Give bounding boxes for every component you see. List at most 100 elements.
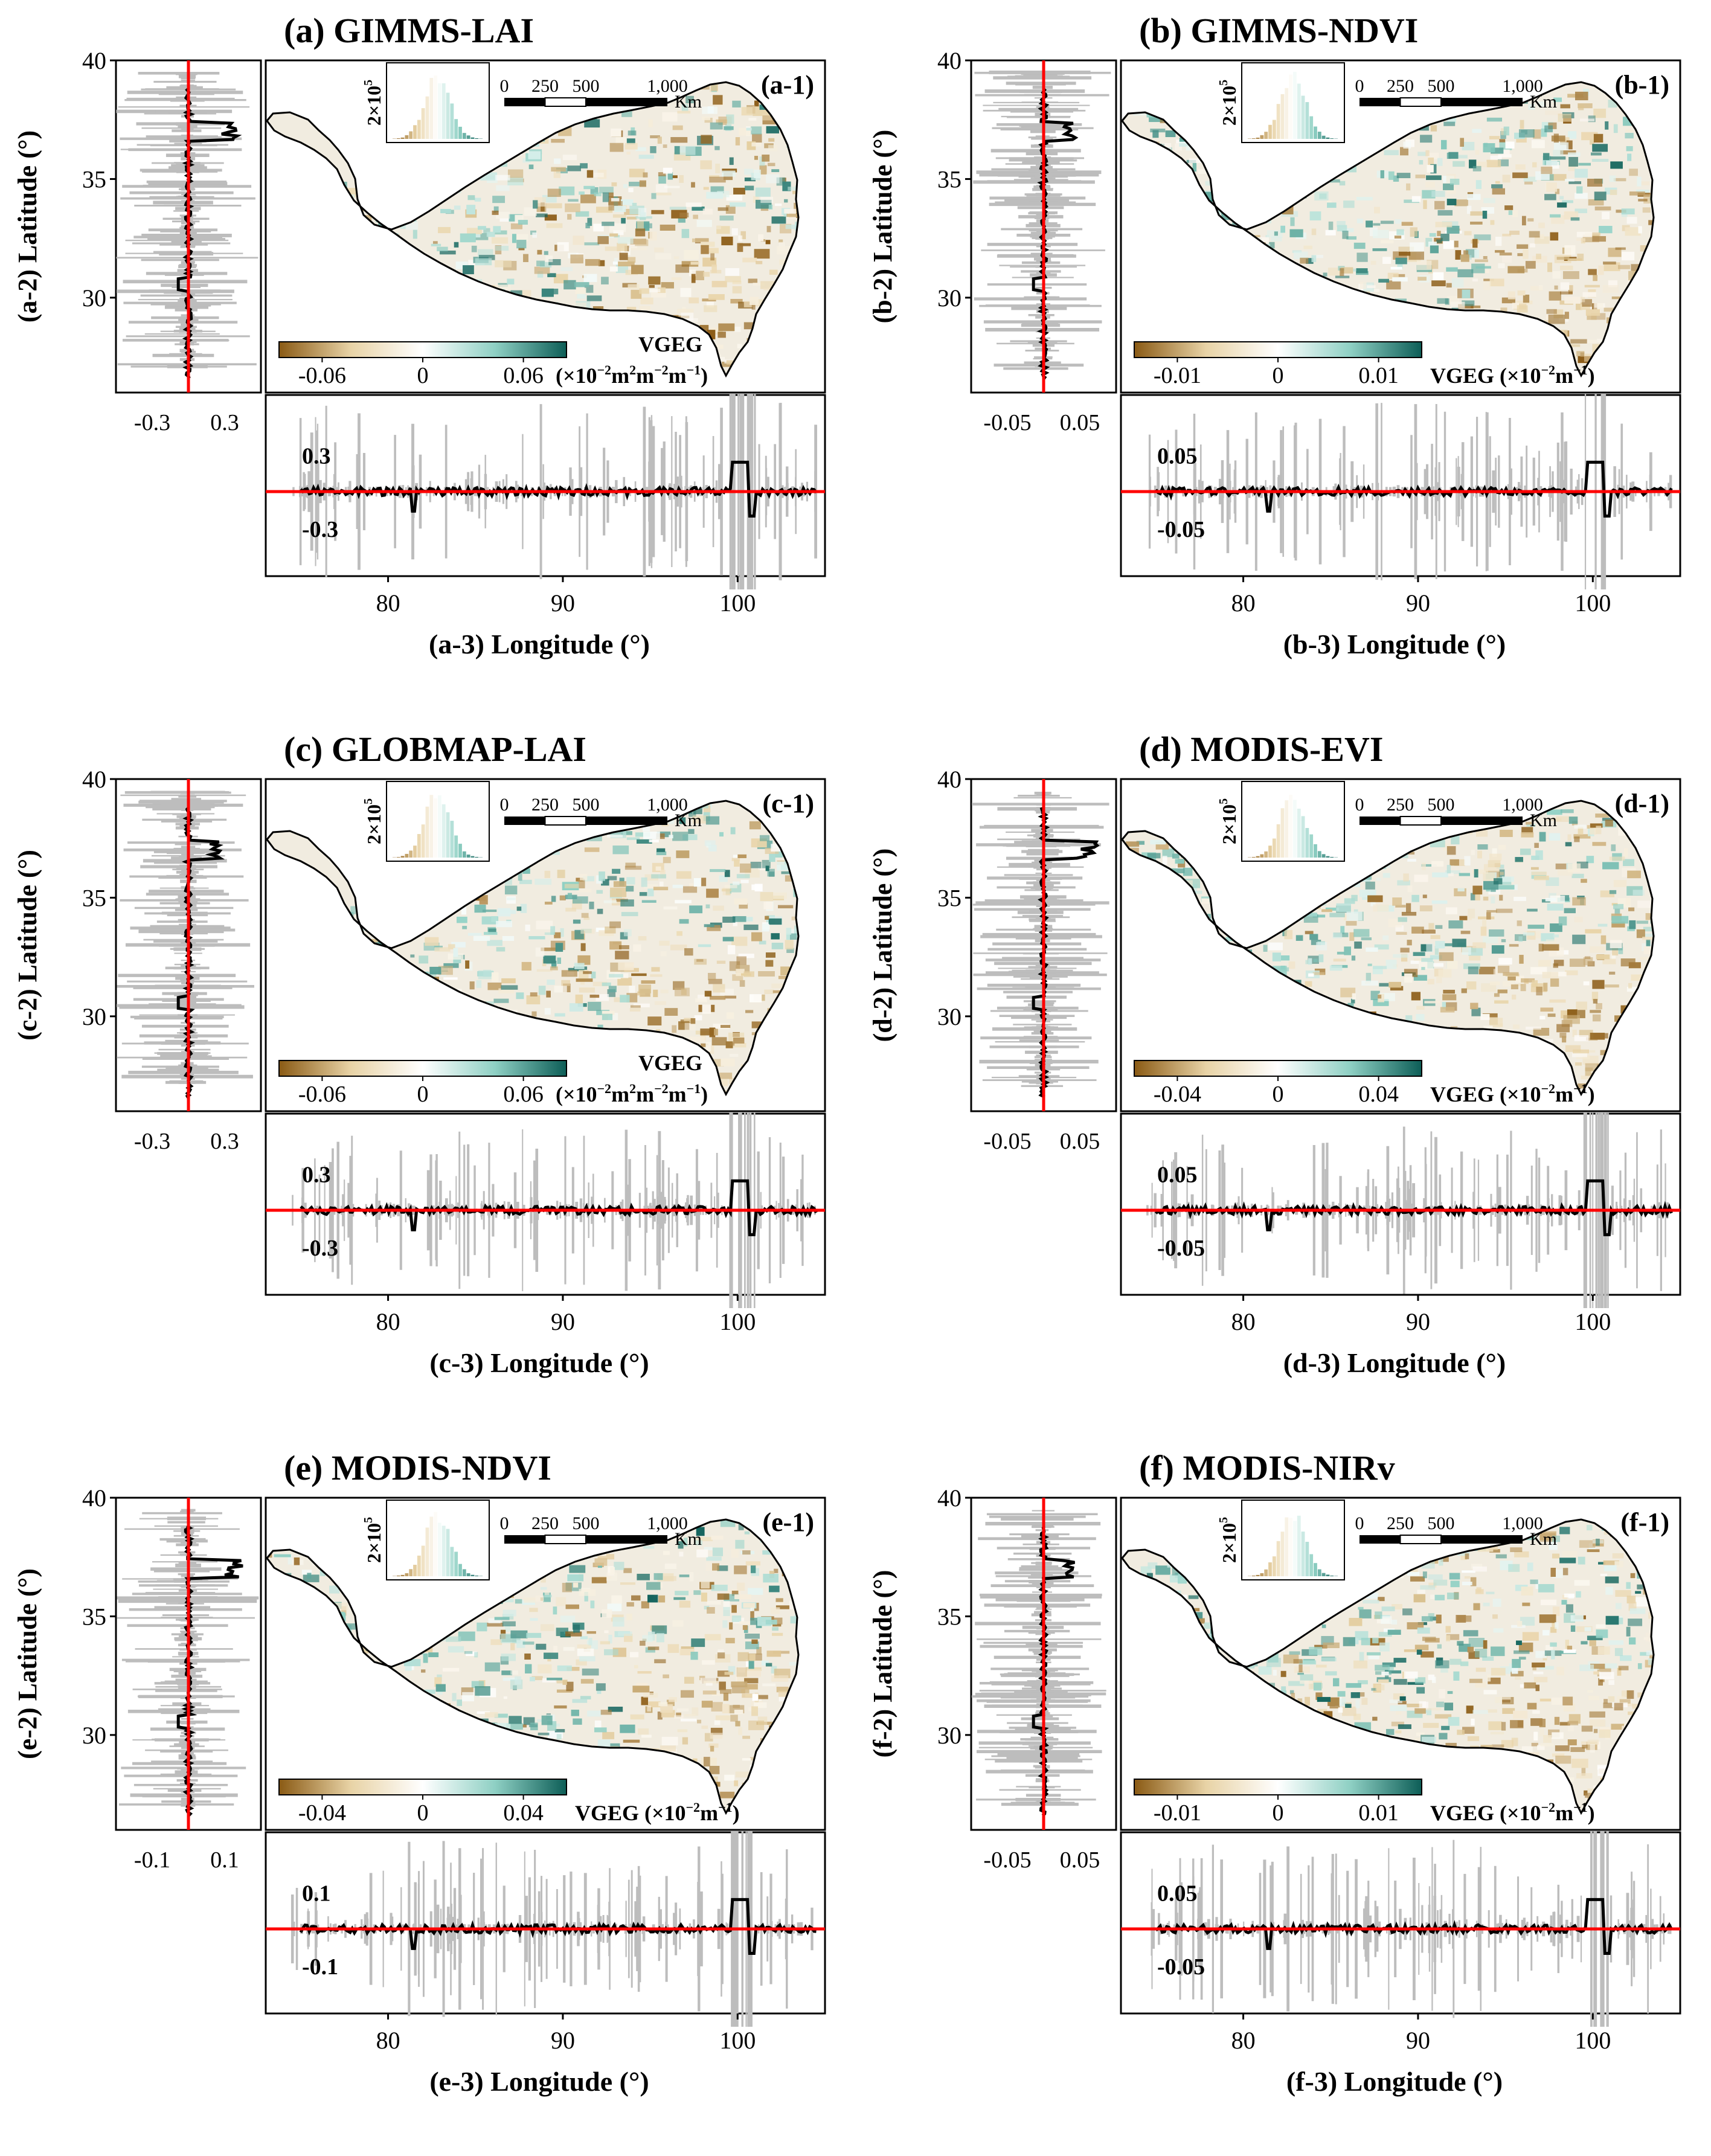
map-pixel: [601, 277, 609, 284]
map-pixel: [1591, 992, 1599, 1001]
panel-title: (a) GIMMS-LAI: [284, 11, 534, 50]
map-pixel: [471, 245, 477, 252]
map-pixel: [1553, 960, 1564, 966]
unit-part: (×10: [556, 364, 597, 388]
histogram-label-base: 2×10: [1218, 86, 1240, 126]
map-pixel: [1335, 275, 1350, 278]
map-pixel: [657, 136, 662, 144]
histogram-bar: [446, 812, 450, 858]
map-pixel: [754, 156, 759, 160]
map-pixel: [609, 941, 622, 950]
map-pixel: [1413, 975, 1427, 981]
map-pixel: [1340, 268, 1344, 277]
map-pixel: [654, 1001, 667, 1006]
map-pixel: [621, 217, 626, 224]
map-pixel: [583, 185, 595, 190]
colorbar-tick-label: 0.01: [1358, 363, 1399, 388]
map-pixel: [1562, 200, 1573, 204]
map-pixel: [777, 246, 792, 255]
map-pixel: [557, 870, 565, 878]
map-pixel: [639, 180, 646, 187]
map-pixel: [1183, 867, 1193, 876]
map-pixel: [536, 920, 553, 929]
map-pixel: [786, 213, 798, 217]
map-pixel: [1437, 298, 1449, 304]
map-pixel: [523, 254, 528, 262]
lon-profile-tick-label: 0.05: [1157, 443, 1198, 469]
map-pixel: [696, 219, 712, 227]
map-pixel: [1576, 302, 1582, 310]
map-pixel: [551, 138, 565, 143]
map-pixel: [750, 861, 762, 868]
map-pixel: [1638, 226, 1642, 234]
map-pixel: [720, 1025, 731, 1028]
histogram-bar: [429, 78, 434, 139]
map-pixel: [1380, 170, 1384, 179]
map-pixel: [1483, 936, 1498, 944]
map-pixel: [576, 211, 589, 217]
map-pixel: [1520, 849, 1531, 855]
map-pixel: [518, 248, 525, 251]
scalebar-seg-3: [586, 817, 667, 825]
map-pixel: [1523, 932, 1535, 936]
histogram-bar: [1276, 104, 1280, 139]
map-pixel: [689, 905, 703, 914]
map-pixel: [694, 1015, 702, 1021]
map-pixel: [1565, 344, 1581, 347]
map-pixel: [1349, 932, 1355, 942]
map-pixel: [602, 982, 611, 986]
map-pixel: [1446, 199, 1457, 205]
map-pixel: [495, 175, 510, 181]
scalebar-tick: 250: [1387, 76, 1414, 96]
map-pixel: [1519, 955, 1524, 964]
map-pixel: [461, 906, 467, 915]
map-pixel: [1640, 957, 1654, 960]
map-pixel: [1555, 863, 1567, 870]
map-pixel: [1578, 162, 1591, 166]
map-pixel: [613, 230, 624, 236]
map-pixel: [728, 1078, 736, 1085]
map-pixel: [1476, 830, 1488, 837]
map-pixel: [602, 1013, 613, 1021]
map-pixel: [637, 221, 644, 229]
map-pixel: [786, 928, 792, 935]
map-pixel: [1584, 284, 1600, 287]
map-pixel: [1413, 952, 1425, 956]
histogram-bar: [470, 856, 475, 858]
map-pixel: [771, 933, 780, 940]
map-pixel: [643, 884, 658, 888]
map-pixel: [750, 994, 762, 1003]
map-pixel: [1560, 150, 1576, 155]
map-pixel: [711, 82, 718, 91]
map-pixel: [1374, 207, 1381, 214]
map-pixel: [1353, 242, 1366, 249]
map-pixel: [584, 847, 600, 852]
map-pixel: [1482, 210, 1488, 219]
map-pixel: [1547, 809, 1562, 815]
map-pixel: [623, 929, 632, 937]
map-pixel: [1311, 255, 1317, 262]
map-pixel: [1564, 245, 1576, 255]
histogram-bar: [1301, 95, 1305, 139]
map-pixel: [588, 1001, 602, 1011]
map-pixel: [609, 921, 621, 928]
map-pixel: [546, 990, 551, 998]
map-pixel: [714, 146, 720, 150]
map-pixel: [1451, 278, 1464, 288]
histogram-bar: [454, 119, 458, 139]
map-pixel: [1495, 236, 1502, 246]
map-pixel: [1446, 116, 1456, 123]
map-pixel: [689, 883, 693, 890]
map-pixel: [1626, 217, 1637, 224]
map-pixel: [516, 906, 522, 911]
map-pixel: [794, 202, 798, 213]
colorbar: [278, 1060, 567, 1077]
map-pixel: [679, 817, 686, 824]
map-pixel: [1269, 242, 1275, 249]
map-pixel: [466, 205, 476, 214]
map-pixel: [1565, 1045, 1581, 1052]
map-pixel: [476, 980, 482, 988]
lon-tick-label: 100: [719, 1308, 756, 1335]
map-pixel: [1483, 197, 1495, 204]
scalebar-tick: 1,000: [647, 76, 688, 96]
